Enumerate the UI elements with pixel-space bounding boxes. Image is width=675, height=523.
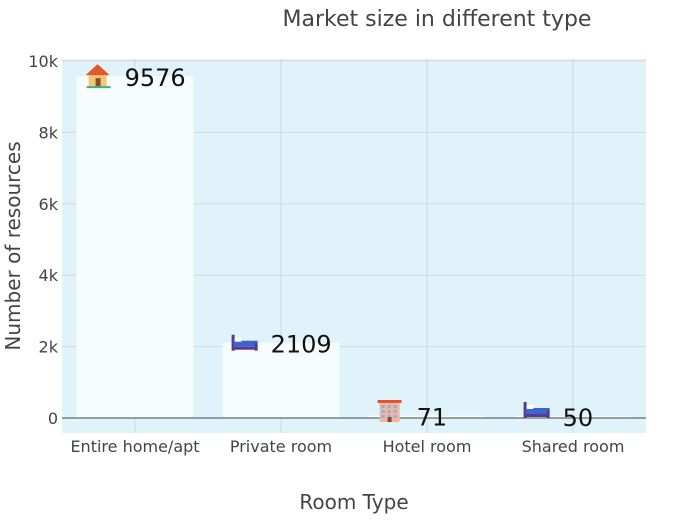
- x-axis-title: Room Type: [299, 490, 408, 514]
- bar: [514, 416, 632, 418]
- house-roof: [85, 64, 110, 76]
- bar-icons: [85, 64, 550, 422]
- bed-pillow: [234, 337, 242, 342]
- x-tick-label: Entire home/apt: [70, 437, 199, 456]
- bed-blanket: [233, 340, 258, 347]
- bar-data-labels: 9576 2109 71 50: [125, 64, 594, 432]
- bed-icon: [231, 334, 258, 351]
- chart-title: Market size in different type: [283, 7, 592, 32]
- x-tick-label: Hotel room: [383, 437, 472, 456]
- bars: [76, 76, 632, 418]
- house-grass: [86, 86, 111, 89]
- bed-headboard: [523, 402, 527, 418]
- hotel-window: [381, 415, 385, 418]
- y-tick-label: 0: [48, 409, 58, 428]
- y-tick-label: 10k: [28, 52, 58, 71]
- y-axis-ticks: 0 2k 4k 6k 8k 10k: [28, 52, 58, 428]
- y-tick-label: 4k: [39, 266, 59, 285]
- hotel-window: [393, 410, 397, 413]
- bed-frame: [233, 346, 258, 350]
- bar: [76, 76, 194, 418]
- y-tick-label: 6k: [39, 195, 59, 214]
- hotel-window: [393, 415, 397, 418]
- bar-data-label: 50: [563, 404, 594, 432]
- hotel-window: [393, 405, 397, 408]
- bed-frame: [525, 414, 550, 417]
- hotel-window: [387, 410, 391, 413]
- x-axis-ticks: Entire home/apt Private room Hotel room Sha…: [70, 437, 624, 456]
- hotel-door: [387, 417, 392, 422]
- bed-footboard: [254, 342, 258, 351]
- bar-data-label: 2109: [271, 331, 332, 359]
- bar: [368, 415, 486, 418]
- house-door: [95, 78, 101, 87]
- bar-data-label: 9576: [125, 64, 186, 92]
- y-tick-label: 2k: [39, 338, 59, 357]
- hotel-window: [381, 410, 385, 413]
- hotel-icon: [377, 400, 402, 422]
- hotel-roof: [377, 400, 402, 403]
- hotel-window: [387, 405, 391, 408]
- x-tick-label: Private room: [230, 437, 332, 456]
- y-axis-title: Number of resources: [1, 141, 25, 350]
- bed-icon: [523, 402, 550, 418]
- x-tick-label: Shared room: [522, 437, 625, 456]
- bed-blanket: [525, 408, 550, 414]
- hotel-window: [387, 415, 391, 418]
- bar: [222, 342, 340, 418]
- bar-data-label: 71: [417, 403, 448, 431]
- y-tick-label: 8k: [39, 123, 59, 142]
- bed-headboard: [231, 334, 235, 351]
- hotel-window: [381, 405, 385, 408]
- bed-footboard: [546, 410, 550, 418]
- bed-pillow: [526, 405, 534, 409]
- house-icon: [85, 64, 111, 89]
